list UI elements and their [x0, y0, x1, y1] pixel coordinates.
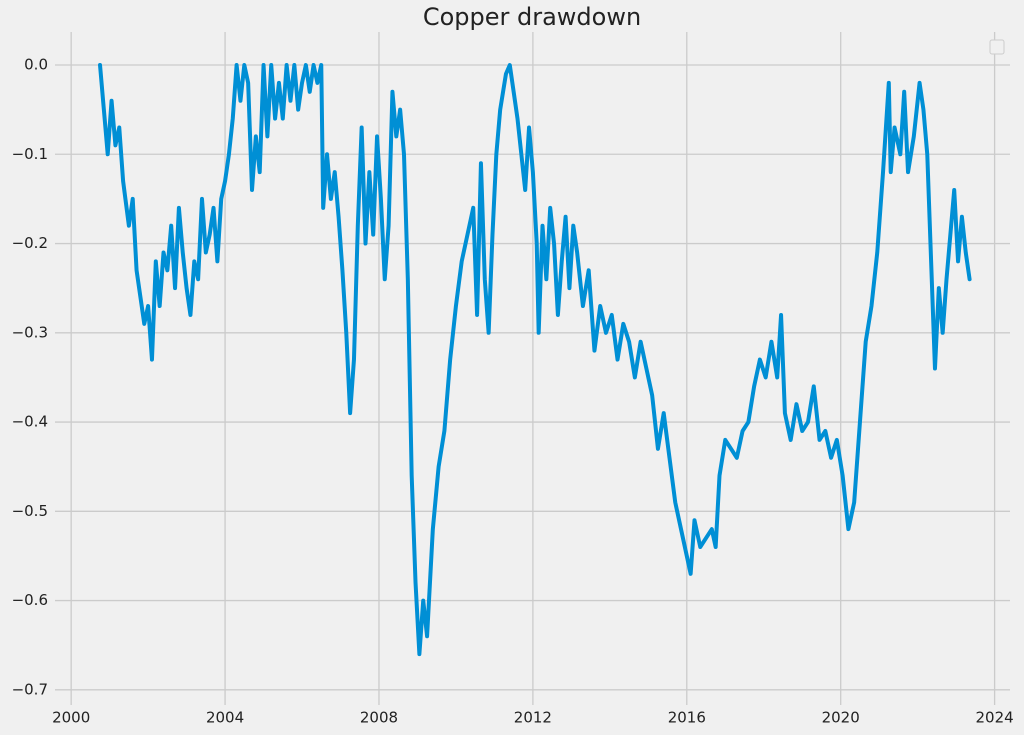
- x-tick-label: 2020: [822, 709, 860, 727]
- y-tick-label: −0.5: [12, 502, 48, 520]
- y-tick-label: −0.4: [12, 413, 48, 431]
- x-tick-label: 2024: [976, 709, 1014, 727]
- y-tick-label: −0.7: [12, 680, 48, 698]
- y-tick-label: −0.6: [12, 591, 48, 609]
- x-tick-label: 2012: [514, 709, 552, 727]
- x-tick-label: 2008: [360, 709, 398, 727]
- x-tick-label: 2016: [668, 709, 706, 727]
- x-tick-label: 2000: [52, 709, 90, 727]
- y-tick-label: −0.1: [12, 145, 48, 163]
- data-line: [98, 63, 972, 657]
- x-tick-label: 2004: [206, 709, 244, 727]
- chart-title: Copper drawdown: [423, 3, 641, 31]
- plot-area: [98, 63, 972, 657]
- y-tick-label: −0.2: [12, 234, 48, 252]
- y-tick-label: 0.0: [24, 56, 48, 74]
- legend-box: [989, 39, 1005, 55]
- y-tick-label: −0.3: [12, 323, 48, 341]
